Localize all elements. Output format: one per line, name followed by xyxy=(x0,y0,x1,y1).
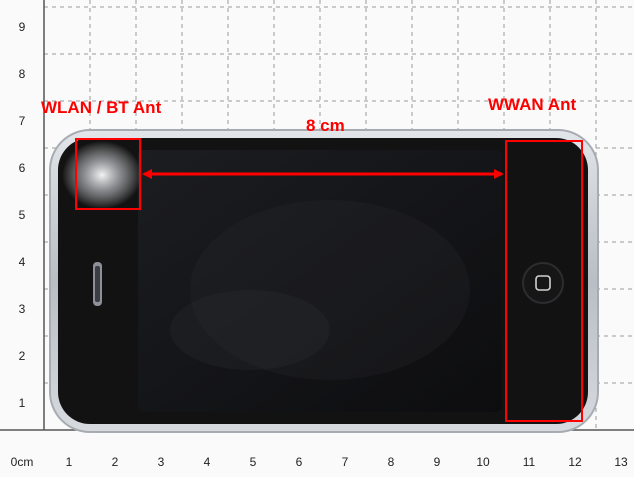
wlan-antenna-label: WLAN / BT Ant xyxy=(41,98,162,117)
y-scale-label: 6 xyxy=(19,161,26,175)
screen-smudge xyxy=(190,200,470,380)
y-scale-label: 4 xyxy=(19,255,26,269)
y-scale-label: 1 xyxy=(19,396,26,410)
y-scale-label: 7 xyxy=(19,114,26,128)
wwan-antenna-box xyxy=(505,140,583,422)
y-scale-label: 2 xyxy=(19,349,26,363)
x-scale-label: 2 xyxy=(112,455,119,469)
y-scale-label: 3 xyxy=(19,302,26,316)
x-scale-label: 12 xyxy=(568,455,582,469)
x-scale-label: 0cm xyxy=(11,455,34,469)
distance-label: 8 cm xyxy=(306,116,345,135)
x-scale-label: 4 xyxy=(204,455,211,469)
x-scale-label: 9 xyxy=(434,455,441,469)
y-scale-label: 5 xyxy=(19,208,26,222)
x-scale-label: 1 xyxy=(66,455,73,469)
x-scale-label: 8 xyxy=(388,455,395,469)
screen-smudge-2 xyxy=(170,290,330,370)
x-scale-label: 10 xyxy=(476,455,490,469)
x-scale-label: 13 xyxy=(614,455,628,469)
wwan-antenna-label: WWAN Ant xyxy=(488,95,576,114)
x-scale-label: 3 xyxy=(158,455,165,469)
home-button xyxy=(522,262,564,304)
speaker-grille xyxy=(95,266,100,302)
y-scale-labels: 9 8 7 6 5 4 3 2 1 xyxy=(19,20,26,410)
x-scale-label: 5 xyxy=(250,455,257,469)
x-scale-label: 7 xyxy=(342,455,349,469)
y-scale-label: 9 xyxy=(19,20,26,34)
y-scale-label: 8 xyxy=(19,67,26,81)
x-scale-label: 11 xyxy=(523,455,536,469)
phone xyxy=(49,129,599,433)
home-square-icon xyxy=(535,275,551,291)
wlan-antenna-box xyxy=(75,138,141,210)
x-scale-labels: 0cm 1 2 3 4 5 6 7 8 9 10 11 12 13 xyxy=(11,455,628,469)
phone-screen xyxy=(138,150,502,412)
light-glare xyxy=(62,141,142,209)
x-scale-label: 6 xyxy=(296,455,303,469)
